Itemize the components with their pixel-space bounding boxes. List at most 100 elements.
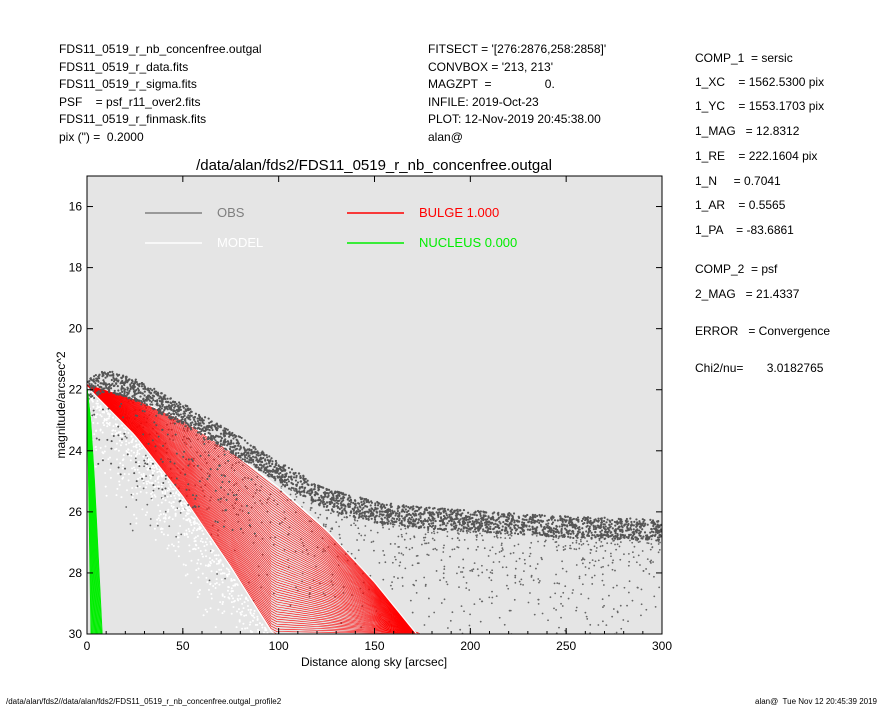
obs-point	[558, 626, 560, 629]
model-point	[252, 612, 255, 615]
obs-point	[630, 520, 633, 524]
model-point	[125, 489, 128, 492]
obs-point	[388, 528, 391, 531]
obs-point	[396, 507, 399, 510]
model-point	[198, 588, 201, 591]
obs-point	[445, 514, 448, 517]
obs-point	[552, 535, 555, 538]
bulge-line	[87, 386, 421, 634]
obs-point	[490, 602, 493, 605]
model-point	[246, 605, 249, 608]
obs-point	[309, 488, 312, 491]
obs-point	[623, 534, 627, 537]
obs-point	[461, 517, 464, 520]
obs-point	[630, 528, 633, 531]
obs-point	[588, 525, 591, 528]
obs-point	[370, 529, 372, 532]
model-point	[156, 471, 159, 474]
obs-point	[473, 603, 476, 606]
obs-point	[641, 528, 644, 531]
obs-point	[433, 532, 436, 535]
model-point	[235, 626, 238, 629]
model-point	[196, 562, 199, 565]
obs-point	[149, 387, 152, 390]
obs-point	[339, 537, 341, 540]
obs-point	[482, 530, 484, 533]
obs-point	[444, 510, 447, 513]
obs-point	[485, 511, 488, 514]
model-point	[138, 452, 141, 455]
obs-point	[295, 496, 298, 498]
model-point	[195, 529, 198, 532]
model-point	[174, 497, 177, 500]
model-point	[91, 400, 94, 403]
obs-point	[632, 534, 635, 537]
obs-point	[231, 431, 234, 435]
obs-point	[110, 462, 113, 465]
model-point	[207, 565, 210, 568]
obs-point	[514, 576, 517, 579]
obs-point	[367, 511, 370, 514]
obs-point	[450, 516, 453, 519]
obs-point	[218, 464, 221, 467]
model-point	[96, 405, 99, 408]
model-point	[257, 649, 259, 651]
obs-point	[251, 455, 255, 458]
obs-point	[584, 566, 587, 568]
obs-point	[210, 424, 214, 427]
model-point	[230, 612, 233, 615]
obs-point	[397, 577, 399, 580]
obs-point	[411, 512, 415, 515]
obs-point	[526, 528, 530, 531]
obs-point	[386, 511, 389, 514]
obs-point	[257, 466, 260, 469]
obs-point	[408, 512, 411, 516]
obs-point	[187, 417, 190, 420]
obs-point	[338, 525, 340, 528]
obs-point	[216, 521, 219, 524]
obs-point	[602, 606, 604, 609]
obs-point	[460, 524, 464, 527]
model-point	[103, 450, 106, 453]
bulge-line	[87, 385, 421, 634]
obs-point	[445, 512, 448, 515]
obs-point	[572, 517, 576, 521]
bulge-line	[87, 385, 421, 634]
obs-point	[378, 502, 381, 505]
obs-point	[187, 483, 190, 486]
obs-point	[312, 500, 315, 503]
obs-point	[369, 574, 372, 577]
obs-point	[469, 513, 472, 516]
header-mid-line: PLOT: 12-Nov-2019 20:45:38.00	[428, 112, 601, 126]
obs-point	[139, 395, 142, 398]
obs-point	[97, 377, 101, 380]
obs-point	[504, 532, 507, 535]
obs-point	[578, 575, 581, 578]
obs-point	[426, 525, 430, 529]
model-point	[209, 540, 212, 543]
model-point	[135, 446, 138, 449]
obs-point	[604, 525, 607, 528]
model-point	[132, 493, 135, 496]
obs-point	[436, 527, 440, 531]
obs-point	[113, 391, 116, 394]
model-point	[149, 458, 152, 461]
obs-point	[186, 422, 189, 425]
obs-point	[544, 532, 547, 536]
model-point	[121, 477, 124, 480]
obs-point	[599, 657, 601, 659]
obs-point	[95, 379, 98, 382]
obs-point	[104, 376, 107, 379]
obs-point	[432, 519, 435, 522]
obs-point	[184, 473, 187, 476]
model-point	[209, 561, 212, 564]
obs-point	[268, 455, 271, 458]
obs-point	[207, 417, 210, 420]
model-point	[150, 466, 153, 469]
model-point	[266, 667, 268, 669]
obs-point	[208, 429, 211, 432]
legend-label: NUCLEUS 0.000	[419, 235, 517, 250]
obs-point	[284, 464, 287, 467]
model-point	[135, 486, 138, 489]
obs-point	[342, 503, 345, 506]
